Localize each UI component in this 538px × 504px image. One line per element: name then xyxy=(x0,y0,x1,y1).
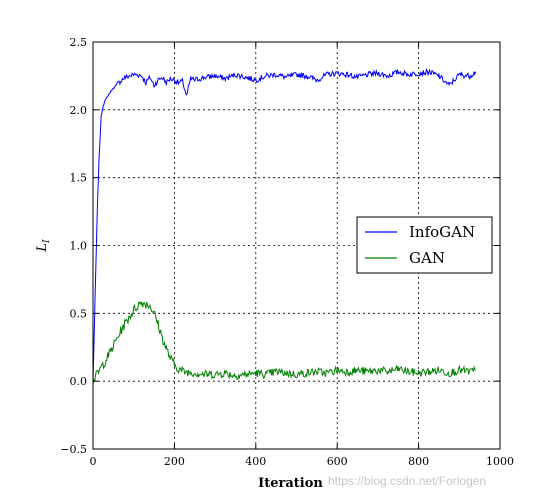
y-tick-label: 2.5 xyxy=(70,36,88,49)
x-tick-label: 0 xyxy=(90,455,97,468)
x-tick-label: 200 xyxy=(164,455,185,468)
watermark-text: https://blog.csdn.net/Forlogen xyxy=(328,474,487,488)
series-layer xyxy=(92,68,477,385)
svg-text:LI: LI xyxy=(35,239,52,253)
x-tick-label: 600 xyxy=(327,455,348,468)
ticks-layer: 0 200 400 600 800 1000 −0.5 0.0 0.5 1.0 1.5 2.0 2.5 xyxy=(60,36,514,468)
x-tick-label: 1000 xyxy=(486,455,514,468)
series-line-infogan xyxy=(92,68,477,382)
legend: InfoGAN GAN xyxy=(356,216,493,274)
y-tick-label: 1.0 xyxy=(70,240,88,253)
legend-label-infogan: InfoGAN xyxy=(409,223,475,241)
y-axis-title: LI xyxy=(35,239,52,253)
y-tick-label: 0.5 xyxy=(70,307,88,320)
y-tick-label: 1.5 xyxy=(70,172,88,185)
legend-box xyxy=(356,216,493,274)
y-axis-title-main: L xyxy=(35,243,50,253)
y-tick-label: 2.0 xyxy=(70,104,88,117)
y-tick-label: 0.0 xyxy=(70,375,88,388)
series-line-gan xyxy=(92,300,477,385)
y-axis-title-sub: I xyxy=(42,239,52,244)
y-tick-label: −0.5 xyxy=(60,443,87,456)
x-tick-label: 800 xyxy=(408,455,429,468)
x-tick-label: 400 xyxy=(245,455,266,468)
legend-label-gan: GAN xyxy=(409,249,445,267)
x-axis-title: Iteration xyxy=(258,476,323,491)
